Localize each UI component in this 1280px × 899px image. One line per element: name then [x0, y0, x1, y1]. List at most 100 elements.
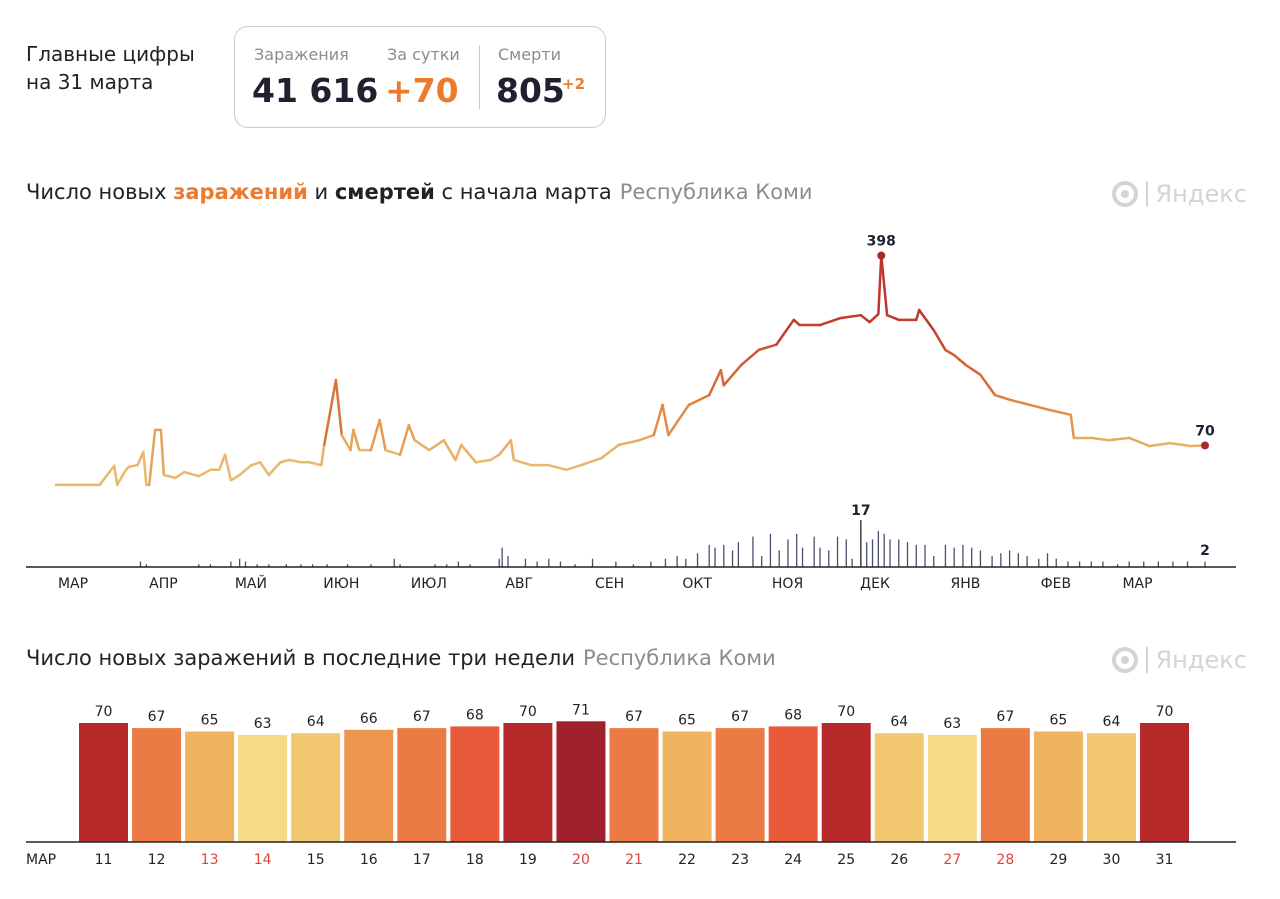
infections-line-segment — [839, 313, 863, 320]
infections-line-segment — [217, 453, 227, 472]
month-label: МАР — [26, 852, 56, 868]
infections-line-segment — [652, 403, 664, 437]
x-tick-label: ДЕК — [860, 576, 890, 592]
bar-value-label: 68 — [466, 707, 484, 723]
infections-line-segment — [489, 453, 501, 462]
infections-line-segment — [637, 433, 656, 442]
x-tick-label: 22 — [678, 852, 696, 868]
bar-value-label: 67 — [148, 709, 166, 725]
infections-line-segment — [340, 433, 352, 452]
infections-line-segment — [944, 348, 956, 357]
infections-line-segment — [917, 308, 936, 332]
infections-line-segment — [322, 378, 338, 447]
yandex-logo: Яндекс — [1112, 646, 1247, 674]
summary-title-line2: на 31 марта — [26, 70, 154, 94]
infections-line-segment — [407, 423, 416, 442]
bar — [821, 723, 871, 842]
infections-line-segment — [512, 458, 533, 467]
logo-text: Яндекс — [1155, 180, 1247, 208]
bar-chart: 70 11 67 12 65 13 63 14 64 15 66 16 67 17 68 18 70 19 71 20… — [26, 702, 1236, 868]
title-part: с начала марта — [434, 180, 612, 204]
infections-line-segment — [740, 348, 761, 367]
x-tick-label: 18 — [466, 852, 484, 868]
x-tick-label: 21 — [625, 852, 643, 868]
infections-line-segment — [565, 463, 583, 472]
line-chart-title: Число новых заражений и смертей с начала… — [26, 180, 813, 204]
infections-line-segment — [818, 316, 842, 327]
bar-value-label: 70 — [837, 704, 855, 720]
summary-title: Главные цифры на 31 марта — [26, 40, 195, 96]
x-tick-label: 16 — [360, 852, 378, 868]
infections-line-segment — [384, 448, 402, 456]
infections-line-segment — [308, 461, 323, 467]
infections-line-segment — [287, 458, 303, 464]
divider — [479, 45, 480, 109]
infections-line-segment — [229, 473, 241, 482]
bar — [503, 723, 553, 842]
infections-line-segment — [474, 458, 492, 464]
infections-line-segment — [98, 464, 116, 487]
bar — [291, 733, 341, 842]
infections-line-segment — [661, 403, 670, 437]
infections-value: 41 616 — [252, 71, 379, 110]
bar — [874, 733, 924, 842]
x-tick-label: ФЕВ — [1041, 576, 1072, 592]
infections-line-segment — [757, 343, 778, 352]
bar — [344, 729, 394, 842]
infections-line-segment — [442, 439, 457, 462]
infections-line-segment — [719, 368, 726, 387]
yandex-logo: Яндекс — [1112, 180, 1247, 208]
x-tick-label: ЯНВ — [951, 576, 981, 592]
infections-line-segment — [413, 439, 431, 452]
bar-value-label: 67 — [996, 709, 1014, 725]
title-part: и — [307, 180, 335, 204]
infections-line-segment — [258, 461, 271, 477]
deaths-delta: +2 — [562, 75, 586, 93]
infections-line-segment — [147, 428, 157, 487]
infections-line-segment — [547, 463, 568, 472]
x-tick-label: 27 — [943, 852, 961, 868]
x-tick-label: 28 — [996, 852, 1014, 868]
bar-value-label: 70 — [1156, 704, 1174, 720]
last-marker — [1201, 441, 1209, 450]
deaths-last-label: 2 — [1200, 543, 1210, 559]
bar — [1033, 731, 1083, 842]
x-tick-label: АВГ — [505, 576, 533, 592]
bar — [1140, 723, 1189, 842]
infections-line-segment — [868, 312, 880, 324]
x-tick-label: 15 — [307, 852, 325, 868]
infections-line-segment — [369, 418, 381, 452]
last-value-label: 70 — [1195, 423, 1215, 439]
infections-line-segment — [1148, 441, 1172, 448]
infections-line-segment — [378, 418, 387, 452]
x-tick-label: 24 — [784, 852, 802, 868]
summary-card: Заражения 41 616 За сутки +70 Смерти 805… — [234, 26, 606, 128]
bar — [715, 728, 765, 842]
line-chart: 398 70 17 2 МАР АПР МАЙ ИЮН ИЮЛ АВГ СЕН ОКТ НОЯ ДЕК ЯН… — [26, 234, 1236, 592]
x-tick-label: ИЮН — [323, 576, 359, 592]
infections-line-segment — [1107, 436, 1131, 442]
infections-line-segment — [127, 463, 139, 469]
x-tick-label: 31 — [1156, 852, 1174, 868]
infections-line-segment — [915, 308, 921, 322]
infections-line-segment — [352, 428, 361, 452]
bar — [609, 728, 659, 842]
summary-title-line1: Главные цифры — [26, 42, 195, 66]
bar — [185, 731, 235, 842]
infections-line-segment — [579, 456, 603, 467]
deaths-label: Смерти — [498, 45, 561, 64]
infections-line-segment — [398, 423, 411, 456]
infections-line-segment — [859, 313, 871, 324]
x-tick-label: ОКТ — [682, 576, 712, 592]
daily-value: +70 — [385, 71, 459, 110]
infections-line-segment — [877, 254, 883, 316]
bar-value-label: 71 — [572, 702, 590, 718]
bar-value-label: 66 — [360, 711, 378, 727]
infections-line-segment — [617, 439, 641, 447]
bar — [79, 723, 128, 842]
x-tick-label: 29 — [1049, 852, 1067, 868]
infections-line-segment — [707, 368, 723, 397]
infections-line-segment — [1008, 398, 1032, 407]
x-tick-label: 11 — [95, 852, 113, 868]
x-tick-label: 13 — [201, 852, 219, 868]
